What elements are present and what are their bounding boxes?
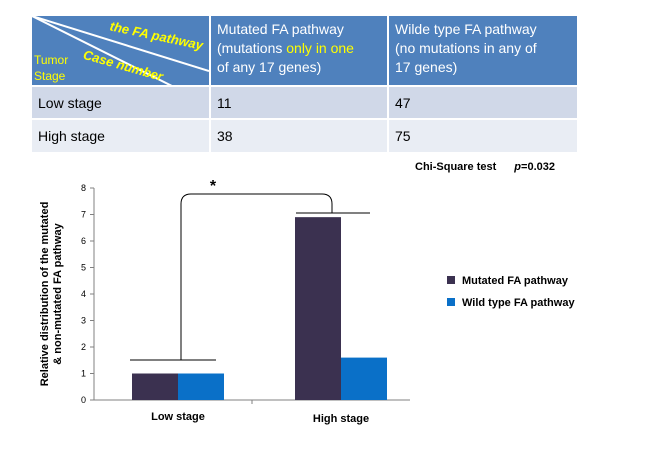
chart-legend: Mutated FA pathway Wild type FA pathway — [447, 275, 575, 309]
x-category-label: High stage — [313, 413, 369, 425]
y-axis-label: Relative distribution of the mutated & n… — [39, 202, 64, 387]
y-axis-label-line2: & non-mutated FA pathway — [52, 222, 64, 364]
corner-diagonals — [32, 16, 209, 86]
y-tick-label: 7 — [81, 210, 86, 220]
category-labels: Low stage High stage — [151, 400, 369, 425]
y-axis-label-line1: Relative distribution of the mutated — [39, 202, 51, 387]
legend-swatch — [447, 298, 455, 306]
row-mutated-value: 11 — [209, 85, 388, 119]
bars — [132, 217, 387, 400]
table-row: High stage 38 75 — [32, 118, 577, 152]
header-mutated: Mutated FA pathway (mutations only in on… — [209, 16, 388, 86]
corner-bottom-label: Tumor Stage — [34, 53, 69, 83]
y-tick-label: 5 — [81, 263, 86, 273]
table-row: Low stage 11 47 — [32, 85, 577, 119]
p-label: p — [514, 161, 522, 173]
significance-star: * — [210, 178, 217, 195]
y-tick-label: 8 — [81, 183, 86, 193]
x-category-label: Low stage — [151, 411, 205, 423]
header-wild: Wilde type FA pathway (no mutations in a… — [387, 16, 577, 86]
header-mutated-highlight: only in one — [286, 40, 354, 56]
legend-entry: Wild type FA pathway — [462, 297, 575, 309]
y-tick-label: 0 — [81, 395, 86, 405]
header-wild-line3: 17 genes) — [395, 59, 458, 75]
bar-wild-0 — [178, 373, 224, 400]
bar-mutated-1 — [295, 217, 341, 400]
data-table: the FA pathway Case number Tumor Stage M… — [32, 16, 577, 152]
bar-wild-1 — [341, 357, 387, 400]
row-stage: High stage — [32, 118, 210, 152]
y-tick-label: 1 — [81, 369, 86, 379]
test-name: Chi-Square test — [415, 161, 497, 173]
header-wild-line2: (no mutations in any of — [395, 40, 537, 56]
chi-square-label: Chi-Square test p=0.032 — [415, 161, 555, 173]
row-wild-value: 75 — [387, 118, 577, 152]
y-tick-label: 3 — [81, 316, 86, 326]
row-stage: Low stage — [32, 85, 210, 119]
header-mutated-line1: Mutated FA pathway — [217, 21, 344, 37]
row-mutated-value: 38 — [209, 118, 388, 152]
significance-bracket — [180, 193, 333, 360]
header-mutated-line2: (mutations only in one — [217, 39, 381, 58]
y-tick-label: 6 — [81, 236, 86, 246]
bar-mutated-0 — [132, 373, 178, 400]
row-wild-value: 47 — [387, 85, 577, 119]
header-mutated-line3: of any 17 genes) — [217, 59, 322, 75]
y-tick-label: 2 — [81, 342, 86, 352]
legend-entry: Mutated FA pathway — [462, 275, 569, 287]
p-value: =0.032 — [521, 161, 555, 173]
header-wild-line1: Wilde type FA pathway — [395, 21, 537, 37]
header-mutated-line2-pre: (mutations — [217, 40, 287, 56]
table-corner-cell: the FA pathway Case number Tumor Stage — [32, 16, 210, 86]
y-axis-ticks: 0 1 2 3 4 5 6 7 8 — [81, 183, 94, 405]
table-header-row: the FA pathway Case number Tumor Stage M… — [32, 16, 577, 86]
legend-swatch — [447, 276, 455, 284]
y-tick-label: 4 — [81, 289, 86, 299]
